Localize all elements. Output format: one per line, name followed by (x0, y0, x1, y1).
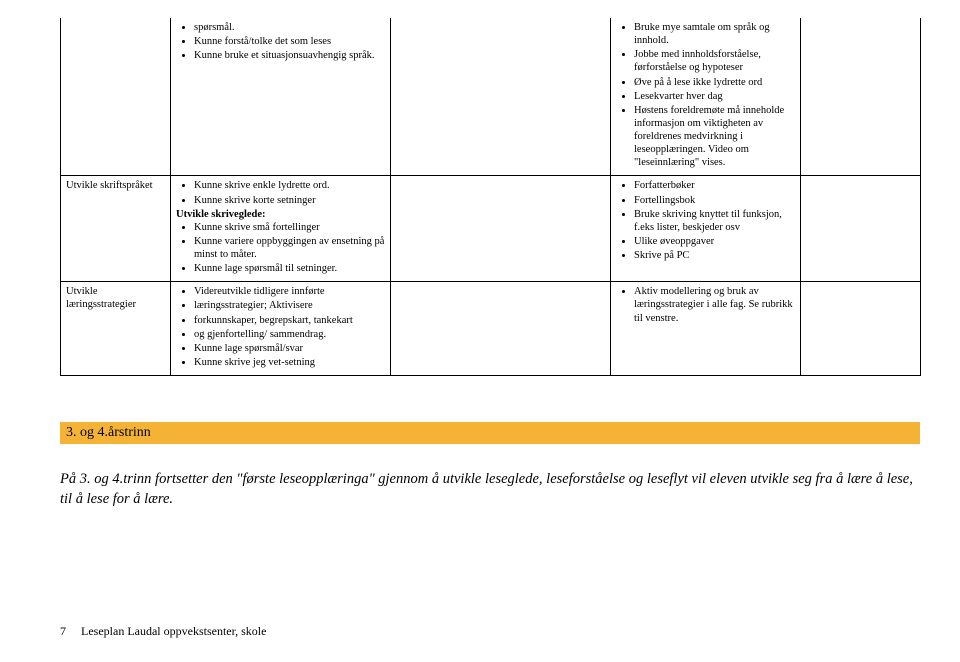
list-item: Jobbe med innholdsforståelse, førforståe… (634, 48, 795, 74)
list-item: Kunne variere oppbyggingen av ensetning … (194, 235, 385, 261)
cell-col3: Bruke mye samtale om språk og innhold. J… (611, 18, 801, 176)
subheading: Utvikle skriveglede: (176, 208, 385, 221)
bullet-list: Aktiv modellering og bruk av læringsstra… (616, 285, 795, 324)
cell-col3: Forfatterbøker Fortellingsbok Bruke skri… (611, 176, 801, 282)
list-item: Høstens foreldremøte må inneholde inform… (634, 104, 795, 170)
list-item: Forfatterbøker (634, 179, 795, 192)
cell-col4 (801, 18, 921, 176)
cell-col4 (801, 282, 921, 376)
cell-col2 (391, 282, 611, 376)
cell-col2 (391, 176, 611, 282)
list-item: Kunne skrive jeg vet-setning (194, 356, 385, 369)
curriculum-table: spørsmål. Kunne forstå/tolke det som les… (60, 18, 921, 376)
list-item: Fortellingsbok (634, 194, 795, 207)
bullet-list: Videreutvikle tidligere innførte lærings… (176, 285, 385, 369)
page-number: 7 (60, 624, 78, 639)
section-intro-text: På 3. og 4.trinn fortsetter den "første … (60, 470, 920, 509)
list-item: Aktiv modellering og bruk av læringsstra… (634, 285, 795, 324)
page-footer: 7 Leseplan Laudal oppvekstsenter, skole (60, 624, 266, 639)
list-item: Kunne lage spørsmål/svar (194, 342, 385, 355)
footer-title: Leseplan Laudal oppvekstsenter, skole (81, 624, 266, 638)
list-item: Kunne skrive korte setninger (194, 194, 385, 207)
table-row: Utvikle læringsstrategier Videreutvikle … (61, 282, 921, 376)
bullet-list: Bruke mye samtale om språk og innhold. J… (616, 21, 795, 169)
list-item: Videreutvikle tidligere innførte (194, 285, 385, 298)
bullet-list: Kunne skrive enkle lydrette ord. Kunne s… (176, 179, 385, 206)
list-item: og gjenfortelling/ sammendrag. (194, 328, 385, 341)
list-item: Skrive på PC (634, 249, 795, 262)
list-item: Kunne skrive enkle lydrette ord. (194, 179, 385, 192)
cell-col1: Kunne skrive enkle lydrette ord. Kunne s… (171, 176, 391, 282)
table-row: spørsmål. Kunne forstå/tolke det som les… (61, 18, 921, 176)
row-label: Utvikle skriftspråket (61, 176, 171, 282)
bullet-list: spørsmål. Kunne forstå/tolke det som les… (176, 21, 385, 62)
bullet-list: Kunne skrive små fortellinger Kunne vari… (176, 221, 385, 276)
list-item: Kunne bruke et situasjonsuavhengig språk… (194, 49, 385, 62)
cell-col3: Aktiv modellering og bruk av læringsstra… (611, 282, 801, 376)
row-label: Utvikle læringsstrategier (61, 282, 171, 376)
table-row: Utvikle skriftspråket Kunne skrive enkle… (61, 176, 921, 282)
bullet-list: Forfatterbøker Fortellingsbok Bruke skri… (616, 179, 795, 262)
list-item: Kunne lage spørsmål til setninger. (194, 262, 385, 275)
cell-col2 (391, 18, 611, 176)
row-label (61, 18, 171, 176)
cell-col1: spørsmål. Kunne forstå/tolke det som les… (171, 18, 391, 176)
cell-col4 (801, 176, 921, 282)
list-item: Bruke skriving knyttet til funksjon, f.e… (634, 208, 795, 234)
list-item: Ulike øveoppgaver (634, 235, 795, 248)
list-item: Kunne skrive små fortellinger (194, 221, 385, 234)
list-item: Lesekvarter hver dag (634, 90, 795, 103)
list-item: Øve på å lese ikke lydrette ord (634, 76, 795, 89)
list-item: forkunnskaper, begrepskart, tankekart (194, 314, 385, 327)
cell-col1: Videreutvikle tidligere innførte lærings… (171, 282, 391, 376)
list-item: Kunne forstå/tolke det som leses (194, 35, 385, 48)
list-item: læringsstrategier; Aktivisere (194, 299, 385, 312)
list-item: Bruke mye samtale om språk og innhold. (634, 21, 795, 47)
list-item: spørsmål. (194, 21, 385, 34)
section-heading-bar: 3. og 4.årstrinn (60, 422, 920, 444)
